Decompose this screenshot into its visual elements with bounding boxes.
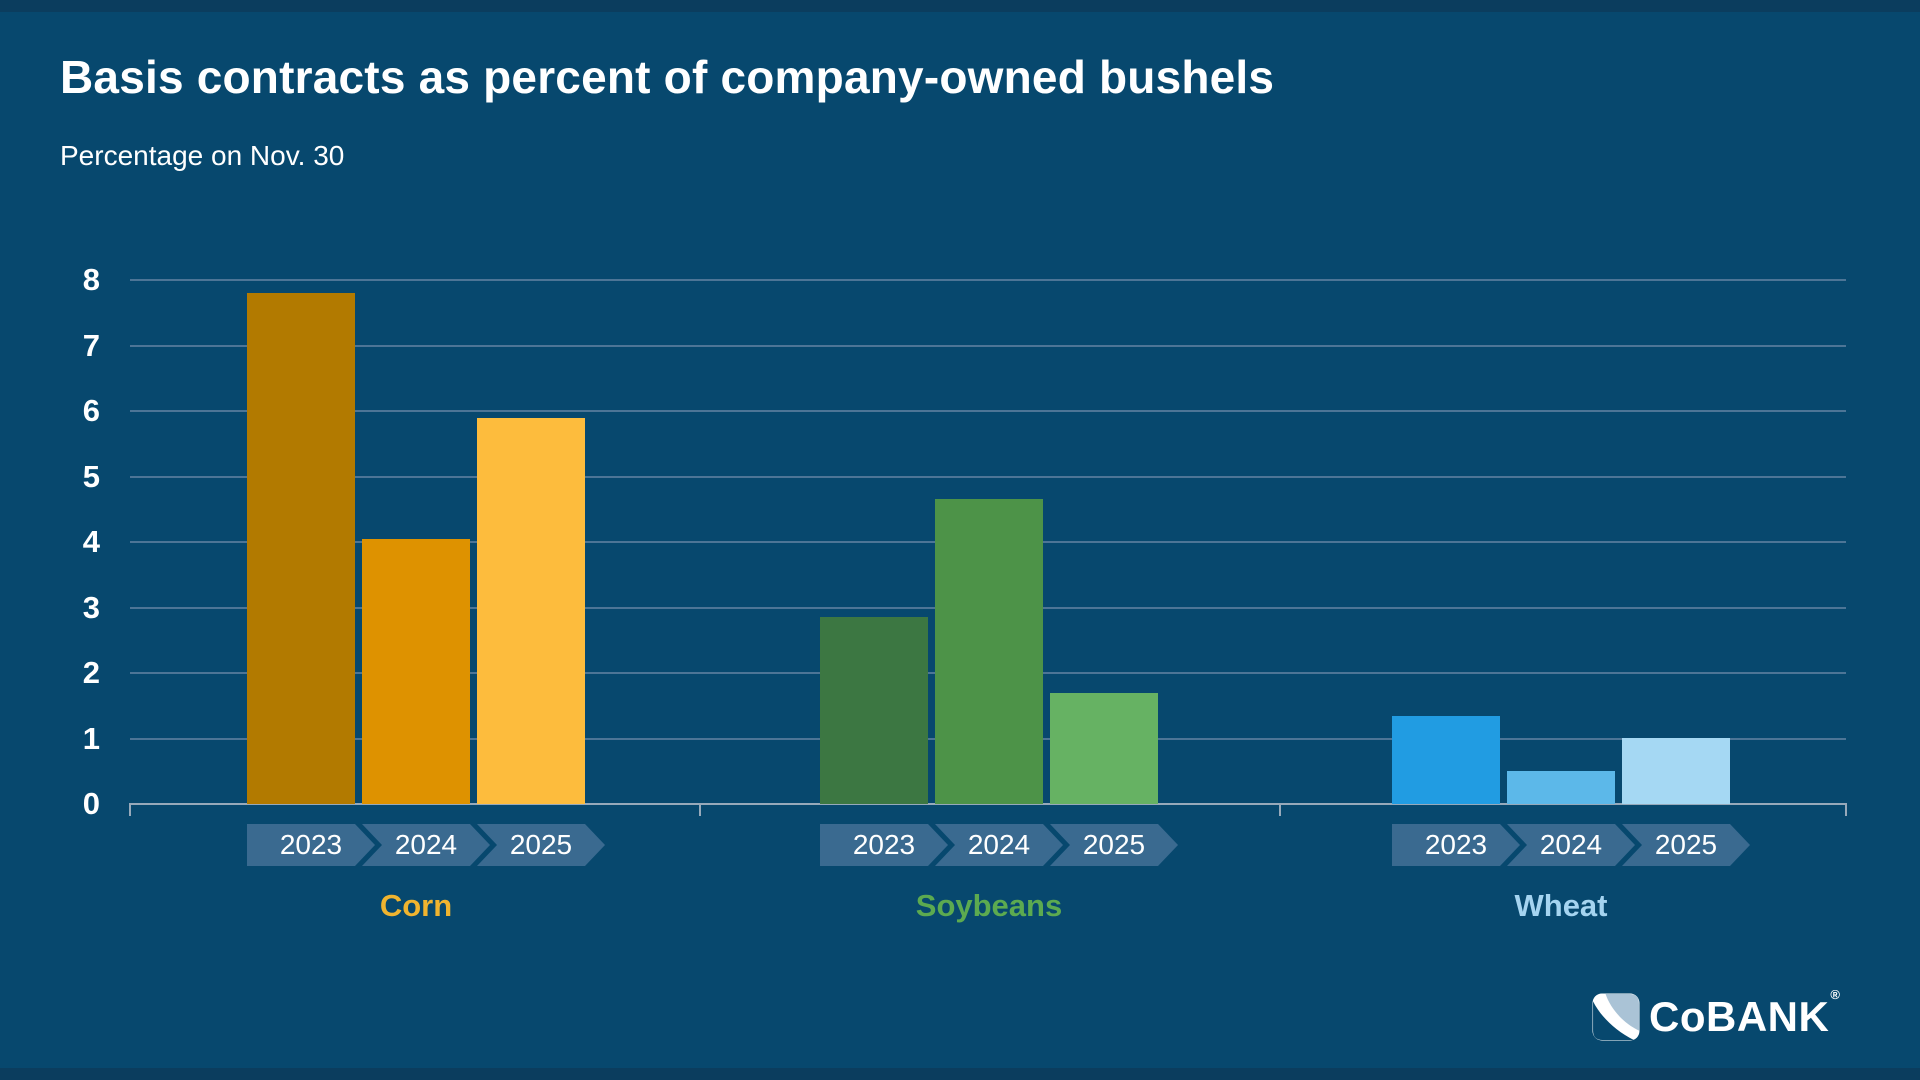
y-axis-tick-label-0: 0 bbox=[82, 786, 100, 821]
year-tag-corn-2024: 2024 bbox=[362, 824, 490, 866]
year-tag-label: 2024 bbox=[1539, 829, 1603, 860]
x-axis-tick-0 bbox=[129, 803, 131, 816]
bar-corn-2025 bbox=[477, 418, 585, 804]
bar-wheat-2025 bbox=[1622, 738, 1730, 804]
top-edge-band bbox=[0, 0, 1920, 12]
bar-soybeans-2024 bbox=[935, 499, 1043, 804]
cobank-logo-icon bbox=[1592, 993, 1640, 1041]
group-label-corn: Corn bbox=[379, 888, 453, 923]
year-tag-label: 2024 bbox=[967, 829, 1031, 860]
y-axis-tick-label-4: 4 bbox=[82, 524, 100, 559]
cobank-logo-text: CoBANK® bbox=[1649, 987, 1841, 1040]
year-tag-corn-2025: 2025 bbox=[477, 824, 605, 866]
year-tag-wheat-2025: 2025 bbox=[1622, 824, 1750, 866]
bar-wheat-2023 bbox=[1392, 716, 1500, 804]
year-tag-soybeans-2023: 2023 bbox=[820, 824, 948, 866]
bottom-edge-band bbox=[0, 1068, 1920, 1080]
group-label-soybeans: Soybeans bbox=[915, 888, 1063, 923]
x-axis-tick-2 bbox=[1279, 803, 1281, 816]
gridline-8 bbox=[130, 279, 1846, 281]
year-tag-wheat-2024: 2024 bbox=[1507, 824, 1635, 866]
bar-soybeans-2025 bbox=[1050, 693, 1158, 804]
y-axis-tick-label-8: 8 bbox=[82, 262, 100, 297]
year-tag-label: 2023 bbox=[279, 829, 343, 860]
year-tag-wheat-2023: 2023 bbox=[1392, 824, 1520, 866]
y-axis-tick-label-5: 5 bbox=[82, 458, 100, 494]
cobank-logo: CoBANK® bbox=[1592, 987, 1841, 1042]
year-tag-label: 2025 bbox=[509, 829, 573, 860]
year-tag-soybeans-2025: 2025 bbox=[1050, 824, 1178, 866]
bar-corn-2024 bbox=[362, 539, 470, 804]
page-subtitle: Percentage on Nov. 30 bbox=[60, 140, 345, 171]
year-tag-label: 2023 bbox=[1424, 829, 1488, 860]
y-axis-tick-label-6: 6 bbox=[82, 393, 100, 428]
x-axis-tick-3 bbox=[1845, 803, 1847, 816]
page-title: Basis contracts as percent of company-ow… bbox=[60, 51, 1275, 103]
gridline-6 bbox=[130, 410, 1846, 412]
x-axis-line bbox=[130, 803, 1846, 805]
year-tag-soybeans-2024: 2024 bbox=[935, 824, 1063, 866]
x-axis-tick-1 bbox=[699, 803, 701, 816]
year-tag-label: 2023 bbox=[852, 829, 916, 860]
bar-wheat-2024 bbox=[1507, 771, 1615, 804]
group-label-wheat: Wheat bbox=[1514, 888, 1608, 923]
year-tag-label: 2025 bbox=[1654, 829, 1718, 860]
year-tag-label: 2024 bbox=[394, 829, 458, 860]
y-axis-tick-label-7: 7 bbox=[82, 327, 100, 363]
bar-corn-2023 bbox=[247, 293, 355, 804]
y-axis-tick-label-2: 2 bbox=[82, 655, 100, 690]
year-tag-label: 2025 bbox=[1082, 829, 1146, 860]
y-axis-tick-label-1: 1 bbox=[82, 720, 100, 756]
bar-soybeans-2023 bbox=[820, 617, 928, 804]
registered-mark: ® bbox=[1830, 987, 1841, 1002]
y-axis-tick-label-3: 3 bbox=[82, 589, 100, 625]
year-tag-corn-2023: 2023 bbox=[247, 824, 375, 866]
gridline-5 bbox=[130, 475, 1846, 478]
gridline-7 bbox=[130, 344, 1846, 347]
